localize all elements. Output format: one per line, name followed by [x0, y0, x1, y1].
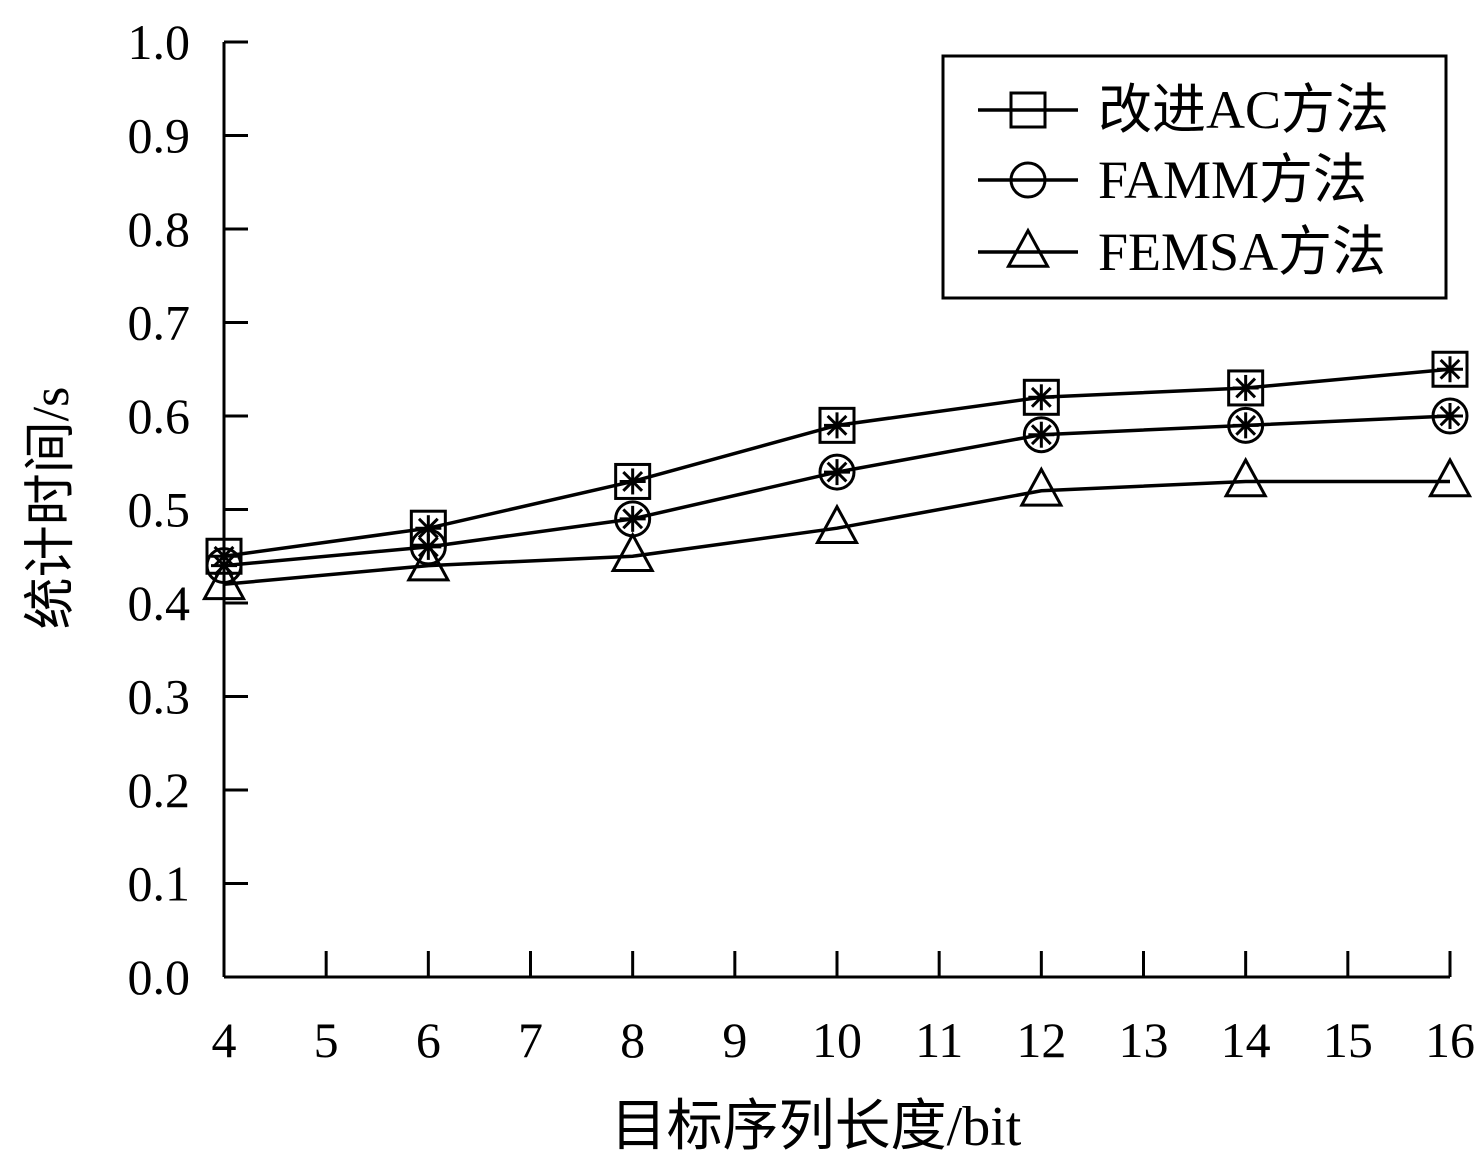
y-tick-label: 0.5: [128, 482, 191, 538]
asterisk-stroke: [622, 508, 644, 530]
data-point-triangle: [1019, 466, 1064, 507]
asterisk-stroke: [1030, 424, 1052, 446]
legend-marker-square: [1009, 91, 1047, 129]
x-tick-label: 13: [1119, 1012, 1169, 1068]
legend-entry: FEMSA方法: [978, 222, 1386, 282]
data-point-square: [1431, 350, 1469, 388]
x-tick-label: 10: [812, 1012, 862, 1068]
y-tick-label: 0.3: [128, 669, 191, 725]
data-point-square: [1022, 378, 1060, 416]
data-point-asterisk: [824, 412, 850, 439]
y-axis-label: 统计时间/s: [23, 387, 80, 630]
asterisk-stroke: [826, 414, 848, 436]
legend: 改进AC方法 FAMM方法 FEMSA方法: [941, 54, 1448, 300]
x-tick-label: 11: [915, 1012, 963, 1068]
data-point-asterisk: [619, 505, 646, 532]
x-tick-label: 15: [1323, 1012, 1373, 1068]
data-point-circle: [1431, 397, 1469, 435]
asterisk-stroke: [622, 471, 644, 492]
data-point-asterisk: [1437, 356, 1463, 383]
asterisk-stroke: [1439, 405, 1461, 427]
x-tick-label: 6: [416, 1012, 441, 1068]
data-point-asterisk: [1232, 374, 1259, 401]
data-point-asterisk: [1437, 403, 1463, 429]
data-point-circle: [1227, 406, 1265, 444]
legend-entry: FAMM方法: [978, 150, 1367, 210]
y-tick-label: 0.9: [128, 108, 191, 164]
data-point-triangle: [1223, 456, 1268, 498]
asterisk-stroke: [1030, 386, 1052, 408]
data-point-circle: [1022, 416, 1060, 454]
data-point-asterisk: [1028, 421, 1055, 448]
asterisk-stroke: [1235, 377, 1257, 399]
x-tick-label: 16: [1425, 1012, 1475, 1068]
data-point-circle: [818, 453, 856, 491]
asterisk-stroke: [1439, 358, 1461, 380]
x-tick-label: 8: [620, 1012, 645, 1068]
asterisk-stroke: [417, 517, 439, 539]
data-point-triangle: [814, 503, 860, 544]
x-tick-label: 12: [1016, 1012, 1066, 1068]
y-tick-label: 0.6: [128, 388, 191, 444]
data-point-asterisk: [824, 459, 850, 486]
data-point-asterisk: [1028, 384, 1055, 411]
legend-label: FEMSA方法: [1098, 222, 1386, 282]
legend-entry: 改进AC方法: [978, 80, 1389, 140]
y-tick-label: 0.7: [128, 295, 191, 351]
x-tick-label: 4: [212, 1012, 237, 1068]
series-square: [205, 350, 1469, 575]
legend-box: [941, 54, 1448, 300]
series-triangle: [201, 456, 1473, 601]
y-tick-label: 0.0: [128, 949, 191, 1005]
data-point-triangle: [201, 559, 247, 601]
data-point-triangle: [1427, 456, 1473, 498]
y-tick-label: 0.2: [128, 762, 191, 818]
legend-marker-circle: [1009, 161, 1047, 199]
x-tick-label: 14: [1221, 1012, 1271, 1068]
data-point-square: [614, 462, 652, 500]
series-layer: [201, 350, 1473, 601]
data-point-asterisk: [1232, 412, 1259, 439]
axes: 0.0 0.1 0.2 0.3 0.4 0.5 0.6 0.7 0.8 0.9 1.0 4 5 6 7 8 9 1…: [128, 14, 1476, 1068]
data-point-asterisk: [619, 468, 646, 495]
asterisk-stroke: [826, 461, 848, 483]
data-point-square: [1227, 369, 1265, 407]
x-axis-label: 目标序列长度/bit: [611, 1096, 1022, 1158]
asterisk-stroke: [1235, 414, 1257, 436]
legend-marker-triangle: [1005, 227, 1051, 268]
y-tick-label: 0.4: [128, 575, 191, 631]
y-tick-label: 0.8: [128, 201, 191, 257]
data-point-triangle: [406, 541, 451, 582]
x-tick-label: 5: [314, 1012, 339, 1068]
data-point-triangle: [610, 531, 655, 573]
y-tick-label: 1.0: [128, 14, 191, 70]
data-point-square: [818, 406, 856, 444]
series-line: [223, 479, 1450, 587]
x-tick-label: 7: [518, 1012, 543, 1068]
x-tick-label: 9: [722, 1012, 747, 1068]
legend-label: FAMM方法: [1098, 150, 1367, 210]
legend-label: 改进AC方法: [1098, 80, 1389, 140]
y-tick-label: 0.1: [128, 856, 191, 912]
